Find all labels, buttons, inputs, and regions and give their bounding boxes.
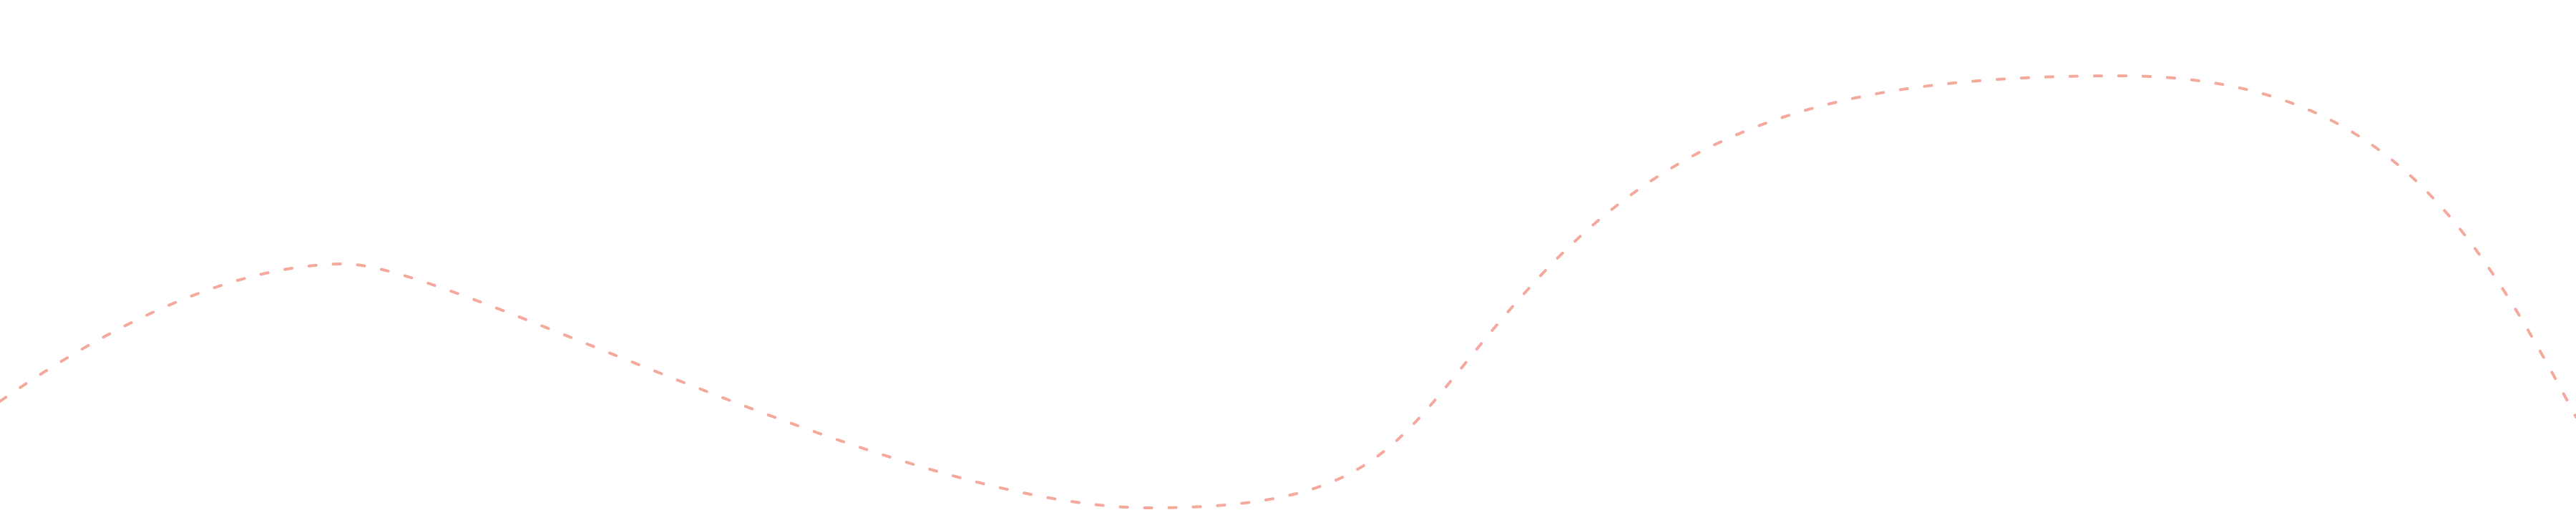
dashed-wave — [0, 74, 2576, 510]
